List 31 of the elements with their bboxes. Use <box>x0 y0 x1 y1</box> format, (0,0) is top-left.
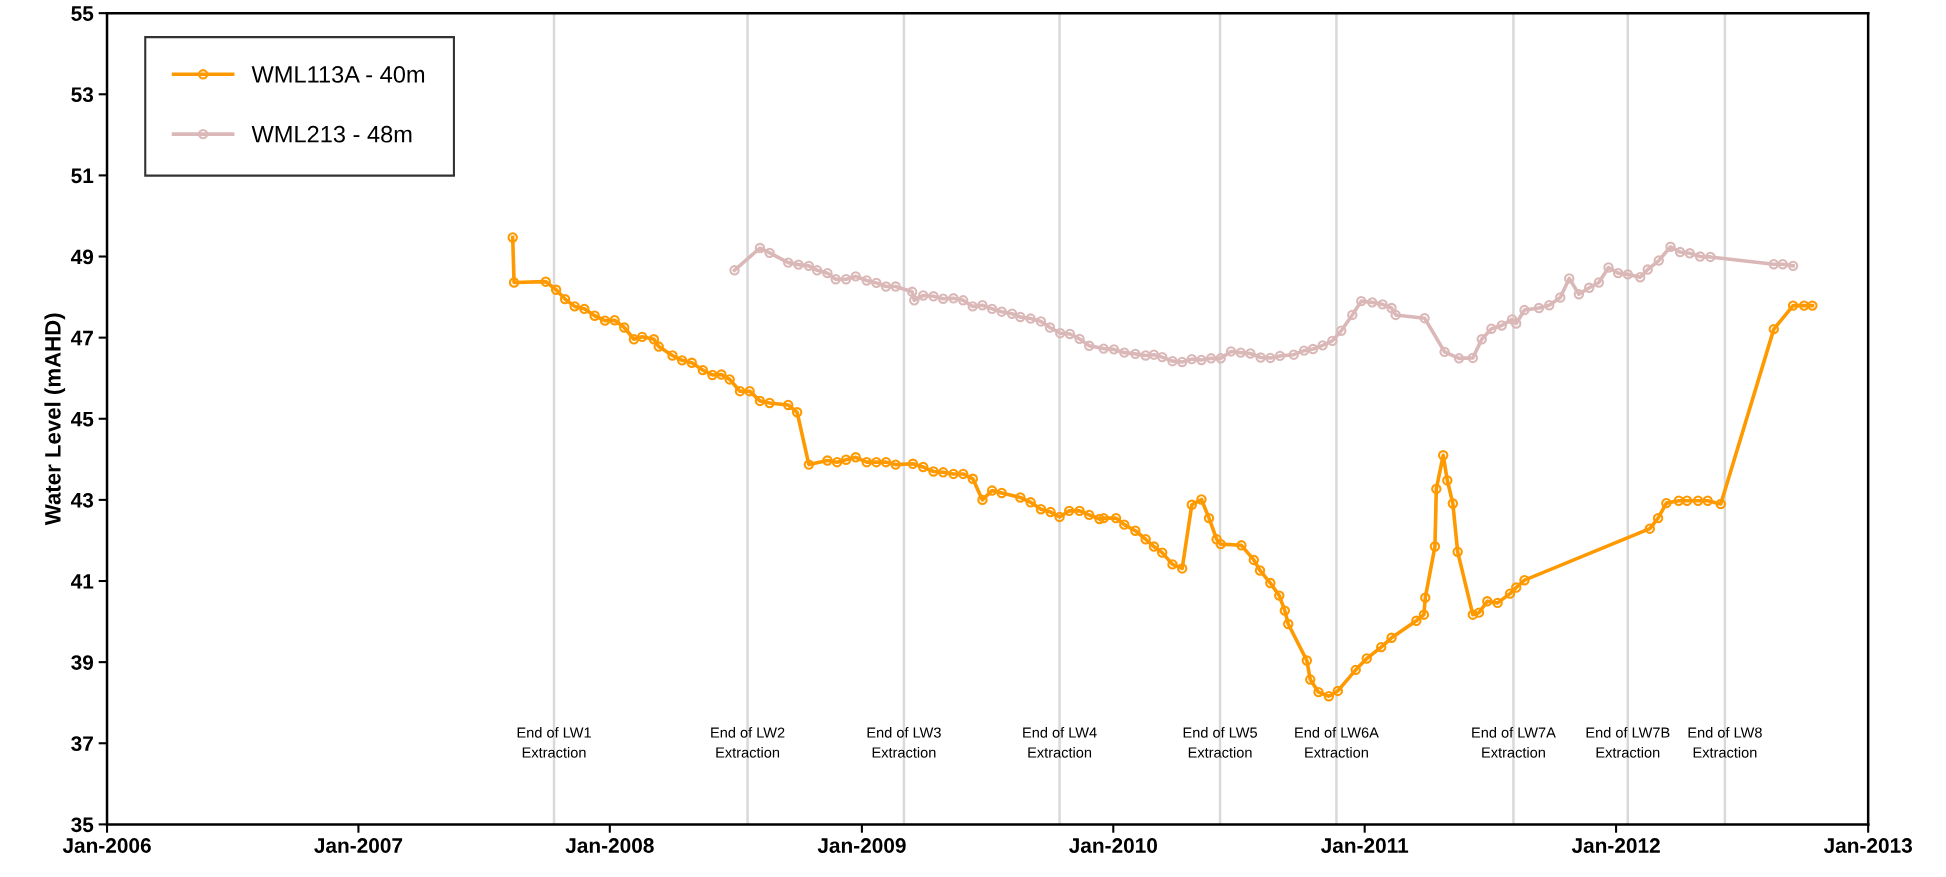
x-tick-label: Jan-2006 <box>62 838 151 853</box>
y-tick-label: 51 <box>71 168 94 184</box>
ref-line-label: End of LW1 Extraction <box>517 727 591 758</box>
x-tick-label: Jan-2010 <box>1069 838 1158 853</box>
y-tick-label: 43 <box>70 492 94 508</box>
y-axis-title: Water Level (mAHD) <box>44 313 66 526</box>
x-tick-label: Jan-2009 <box>817 838 906 853</box>
x-tick-label: Jan-2007 <box>314 838 403 853</box>
y-tick-label: 35 <box>71 817 94 833</box>
ref-line-label: End of LW6A Extraction <box>1295 727 1379 758</box>
y-tick-label: 45 <box>70 411 94 427</box>
y-tick-label: 37 <box>71 736 93 752</box>
ref-line-label: End of LW5 Extraction <box>1183 727 1257 758</box>
y-tick-label: 49 <box>70 249 94 265</box>
x-tick-label: Jan-2011 <box>1320 838 1409 853</box>
x-tick-label: Jan-2008 <box>565 838 654 853</box>
ref-line-label: End of LW8 Extraction <box>1688 727 1762 758</box>
legend-label: WML213 - 48m <box>251 125 412 143</box>
ref-line-label: End of LW4 Extraction <box>1023 727 1097 758</box>
ref-line-label: End of LW7A Extraction <box>1472 727 1556 758</box>
y-tick-label: 47 <box>70 330 93 346</box>
y-tick-label: 39 <box>71 655 94 670</box>
y-tick-label: 41 <box>70 574 94 589</box>
y-tick-label: 55 <box>71 6 94 21</box>
ref-line-label: End of LW2 Extraction <box>711 727 785 758</box>
y-tick-label: 53 <box>71 87 94 103</box>
legend-label: WML113A - 40m <box>251 66 425 83</box>
x-tick-label: Jan-2013 <box>1823 838 1912 853</box>
ref-line-label: End of LW3 Extraction <box>867 727 941 758</box>
x-tick-label: Jan-2012 <box>1571 838 1660 853</box>
ref-line-label: End of LW7B Extraction <box>1586 727 1670 758</box>
